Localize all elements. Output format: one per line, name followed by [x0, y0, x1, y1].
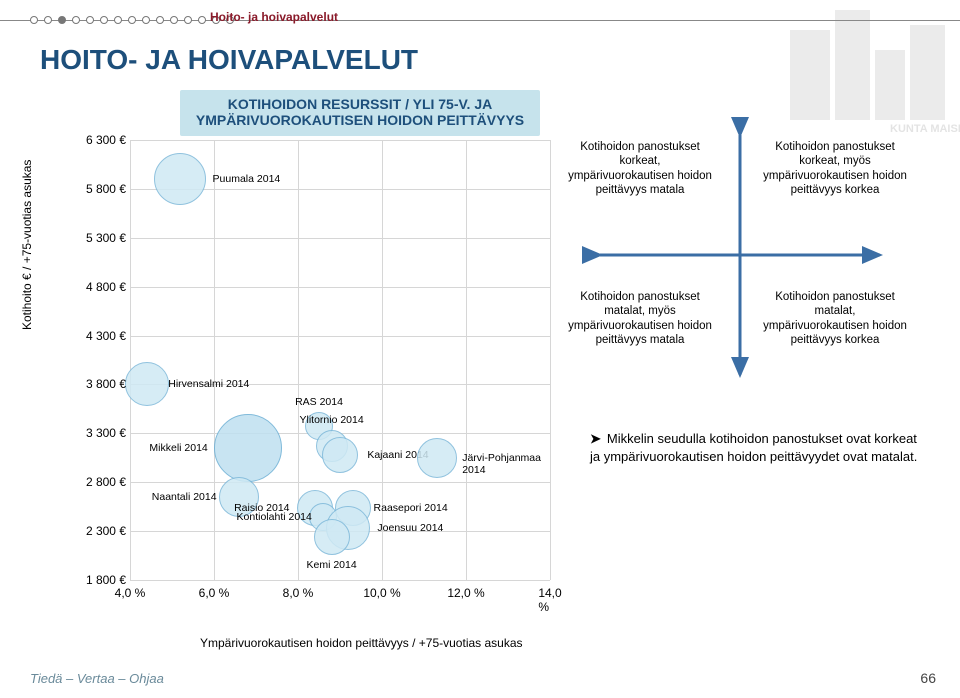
gridline-h: [130, 580, 550, 581]
gridline-v: [214, 140, 215, 580]
gridline-h: [130, 140, 550, 141]
subtitle-line1: KOTIHOIDON RESURSSIT / YLI 75-V. JA: [190, 96, 530, 112]
y-tick-label: 2 800 €: [66, 475, 126, 489]
bubble-label: Kemi 2014: [306, 559, 356, 571]
bubble: [322, 437, 358, 473]
gridline-v: [130, 140, 131, 580]
subtitle-line2: YMPÄRIVUOROKAUTISEN HOIDON PEITTÄVYYS: [190, 112, 530, 128]
y-tick-label: 3 300 €: [66, 426, 126, 440]
gridline-v: [550, 140, 551, 580]
bubble-label: Järvi-Pohjanmaa2014: [462, 452, 541, 476]
bubble: [214, 414, 282, 482]
y-tick-label: 4 800 €: [66, 280, 126, 294]
bubble: [417, 438, 457, 478]
y-tick-label: 5 800 €: [66, 182, 126, 196]
x-tick-label: 4,0 %: [115, 586, 146, 600]
page: KUNTA MAISEMA Hoito- ja hoivapalvelut HO…: [0, 0, 960, 698]
x-tick-label: 6,0 %: [199, 586, 230, 600]
x-tick-label: 14,0 %: [538, 586, 561, 614]
insight-text: ➤Mikkelin seudulla kotihoidon panostukse…: [590, 430, 920, 465]
y-tick-label: 6 300 €: [66, 133, 126, 147]
y-tick-label: 4 300 €: [66, 329, 126, 343]
bubble-label: Raasepori 2014: [374, 502, 448, 514]
plot-area: Puumala 2014 Hirvensalmi 2014 Mikkeli 2014…: [130, 140, 550, 580]
quadrant-label-tl: Kotihoidon panostukset korkeat, ympärivu…: [565, 140, 715, 198]
gridline-h: [130, 482, 550, 483]
x-tick-label: 10,0 %: [363, 586, 400, 600]
page-title: HOITO- JA HOIVAPALVELUT: [40, 44, 418, 76]
quadrant-label-tr: Kotihoidon panostukset korkeat, myös ymp…: [760, 140, 910, 198]
bubble-label: Ylitornio 2014: [299, 414, 363, 426]
page-number: 66: [920, 670, 936, 686]
y-tick-label: 1 800 €: [66, 573, 126, 587]
gridline-h: [130, 238, 550, 239]
insight-body: Mikkelin seudulla kotihoidon panostukset…: [590, 431, 917, 464]
quadrant-label-bl: Kotihoidon panostukset matalat, myös ymp…: [565, 290, 715, 348]
gridline-v: [382, 140, 383, 580]
y-tick-label: 2 300 €: [66, 524, 126, 538]
footer-motto: Tiedä – Vertaa – Ohjaa: [30, 671, 164, 686]
x-tick-label: 12,0 %: [447, 586, 484, 600]
breadcrumb: Hoito- ja hoivapalvelut: [210, 10, 338, 24]
y-axis-label: Kotihoito € / +75-vuotias asukas: [20, 160, 34, 330]
x-axis-label: Ympärivuorokautisen hoidon peittävyys / …: [200, 636, 523, 650]
bubble-label: Mikkeli 2014: [149, 442, 207, 454]
gridline-h: [130, 287, 550, 288]
quadrant-label-br: Kotihoidon panostukset matalat, ympärivu…: [760, 290, 910, 348]
bubble-label: Puumala 2014: [213, 173, 281, 185]
y-tick-label: 5 300 €: [66, 231, 126, 245]
bubble-label: Hirvensalmi 2014: [168, 378, 249, 390]
bubble-label: Joensuu 2014: [377, 522, 443, 534]
bubble-label: Kontiolahti 2014: [237, 511, 312, 523]
insight-bullet-icon: ➤: [590, 431, 601, 446]
gridline-v: [466, 140, 467, 580]
bubble: [154, 153, 206, 205]
bubble: [125, 362, 169, 406]
y-tick-label: 3 800 €: [66, 377, 126, 391]
bubble-label: Naantali 2014: [152, 491, 217, 503]
bubble-label: RAS 2014: [295, 396, 343, 408]
bubble: [314, 519, 350, 555]
header-dots: [30, 16, 234, 24]
subtitle-box: KOTIHOIDON RESURSSIT / YLI 75-V. JA YMPÄ…: [180, 90, 540, 136]
x-tick-label: 8,0 %: [283, 586, 314, 600]
gridline-h: [130, 336, 550, 337]
chart: Puumala 2014 Hirvensalmi 2014 Mikkeli 2014…: [60, 140, 560, 620]
